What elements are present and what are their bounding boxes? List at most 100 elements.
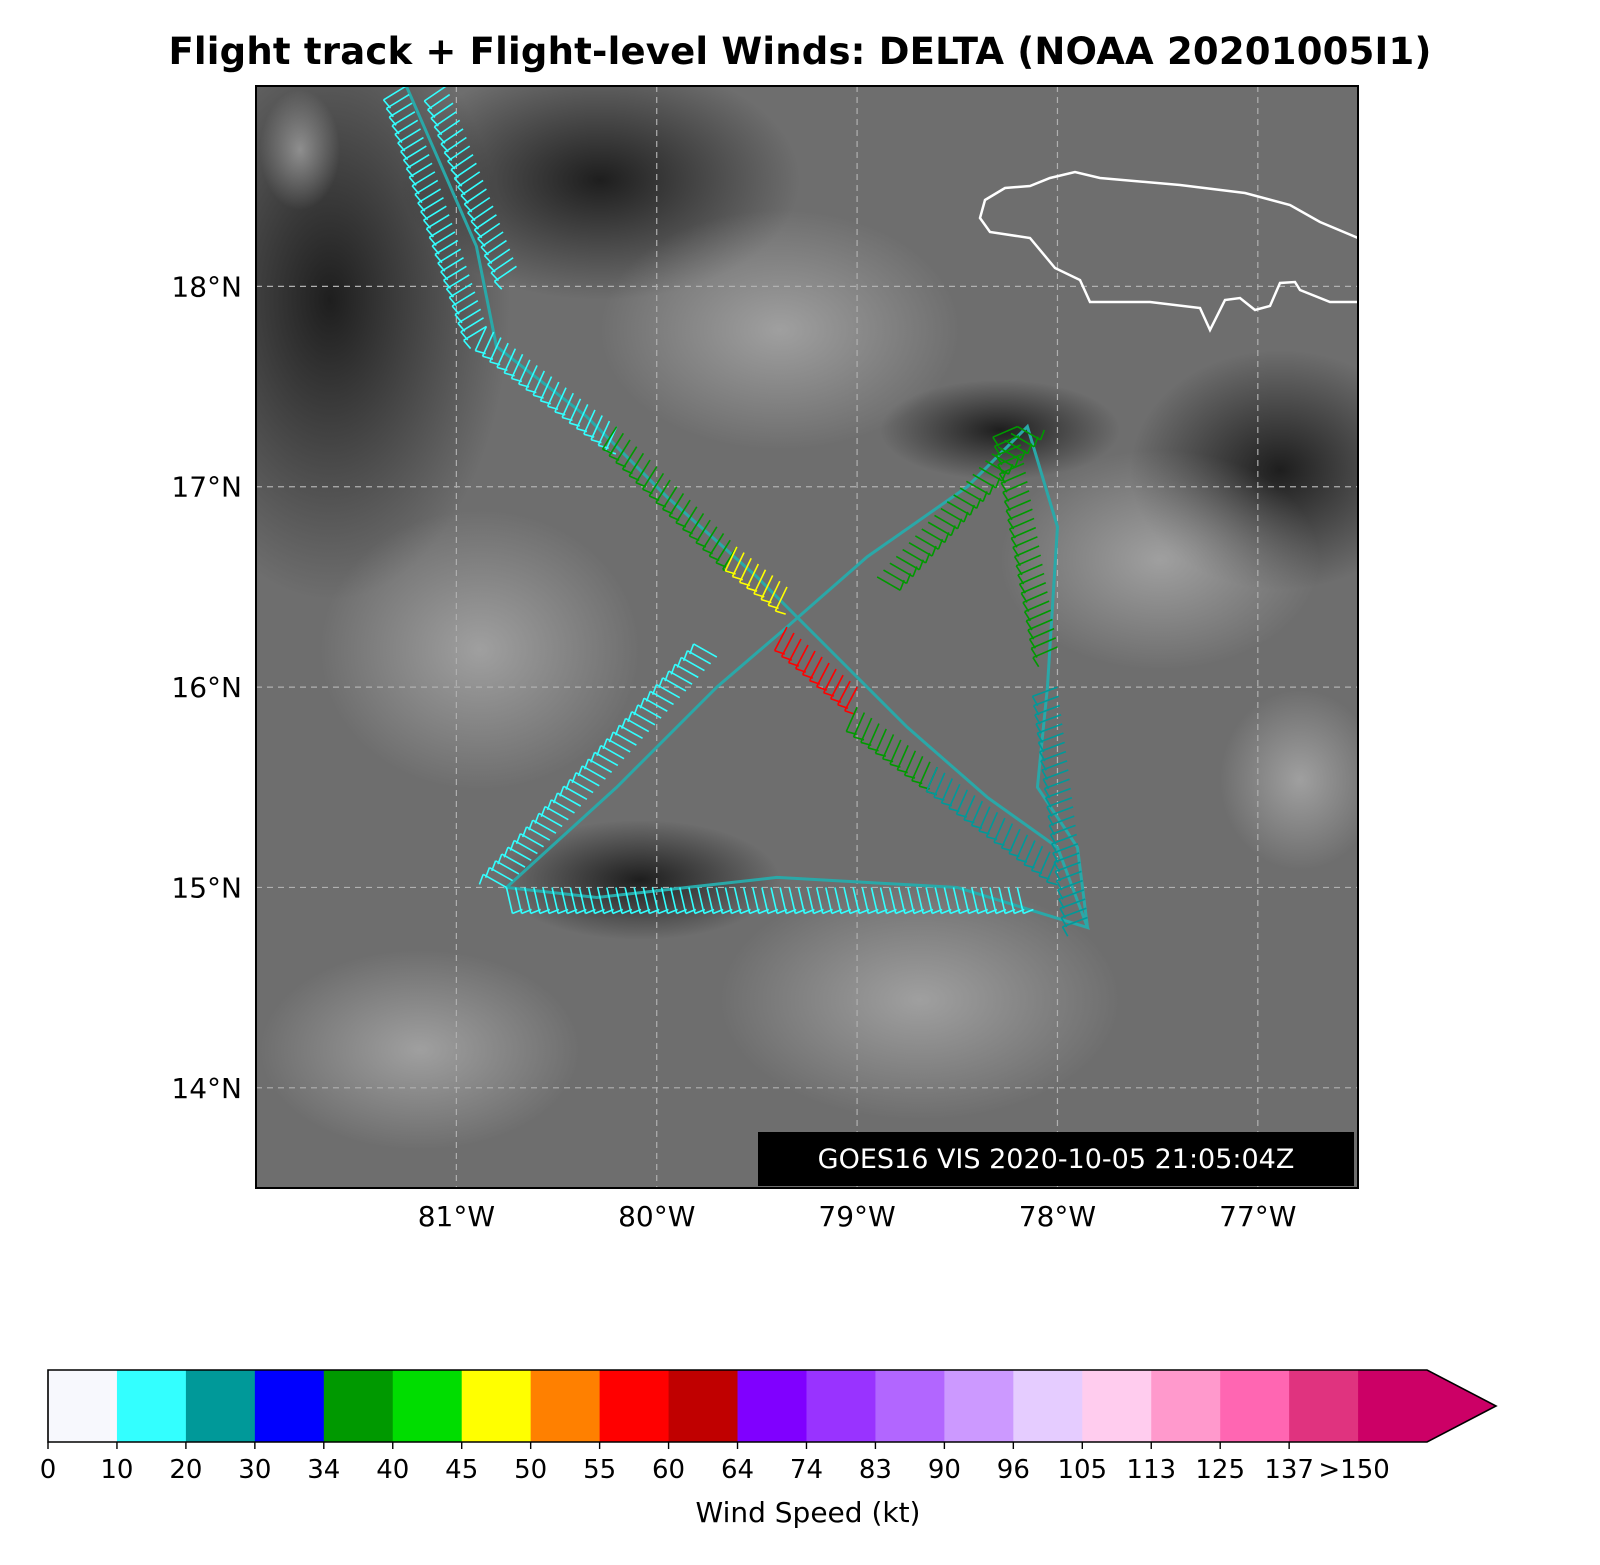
wind-barb <box>539 376 553 402</box>
lon-tick-label: 79°W <box>818 1200 895 1233</box>
wind-barb <box>943 887 952 914</box>
wind-barb <box>761 887 769 914</box>
wind-barb <box>651 887 660 914</box>
wind-barb <box>621 446 638 470</box>
wind-barb <box>825 887 833 914</box>
colorbar-tick-label: >150 <box>1318 1455 1389 1485</box>
wind-barb <box>1046 796 1073 808</box>
wind-barb <box>770 887 778 914</box>
wind-barb <box>568 398 582 424</box>
flight-track-wind-barbs <box>382 86 1090 937</box>
wind-barb <box>715 887 724 914</box>
wind-barb <box>594 751 619 767</box>
wind-barb <box>959 487 984 503</box>
wind-barb <box>1030 845 1044 871</box>
wind-barb <box>490 257 514 274</box>
wind-barb <box>532 819 557 834</box>
wind-barb <box>463 325 487 342</box>
wind-barb <box>446 274 470 290</box>
wind-barb <box>925 766 938 792</box>
wind-barb <box>470 205 494 222</box>
wind-barb <box>403 145 427 161</box>
wind-barb <box>510 353 524 379</box>
colorbar-tick-label: 45 <box>445 1455 478 1485</box>
wind-barb <box>477 222 501 240</box>
wind-barb <box>708 533 725 557</box>
wind-barb <box>1027 618 1053 631</box>
wind-barb <box>1019 572 1045 585</box>
wind-barb <box>1015 554 1042 567</box>
wind-barb <box>430 102 454 119</box>
wind-barb <box>724 546 738 572</box>
colorbar-tick-label: 55 <box>583 1455 616 1485</box>
wind-barb <box>1022 591 1048 604</box>
wind-barb <box>794 644 809 670</box>
lat-tick-label: 14°N <box>171 1072 242 1105</box>
image-timestamp-box: GOES16 VIS 2020-10-05 21:05:04Z <box>758 1132 1354 1186</box>
wind-barb <box>861 887 870 914</box>
wind-barb <box>1039 741 1065 753</box>
wind-barb <box>965 480 990 496</box>
wind-barb <box>447 145 471 162</box>
wind-barb <box>523 887 532 914</box>
wind-barb <box>1041 760 1068 771</box>
wind-barb <box>860 717 873 743</box>
wind-barb <box>440 257 464 273</box>
wind-barb <box>600 744 625 760</box>
wind-barb-leg <box>1031 686 1088 937</box>
colorbar-tick-label: 60 <box>652 1455 685 1485</box>
wind-barb <box>635 459 651 484</box>
wind-barb <box>575 404 589 429</box>
wind-barb <box>557 792 582 807</box>
chart-title: Flight track + Flight-level Winds: DELTA… <box>168 30 1432 73</box>
wind-barb <box>961 887 970 914</box>
wind-barb <box>940 507 965 523</box>
wind-barb <box>706 887 714 914</box>
wind-barb <box>505 887 514 914</box>
wind-barb <box>583 409 596 435</box>
wind-barb <box>385 93 410 110</box>
gridlines <box>256 86 1358 1188</box>
wind-barb <box>546 381 560 407</box>
wind-barb <box>773 626 788 651</box>
wind-barb <box>1047 806 1074 817</box>
colorbar-bin <box>944 1370 1014 1442</box>
wind-barb <box>679 887 687 914</box>
wind-barb <box>501 853 526 868</box>
wind-barb <box>883 569 908 585</box>
wind-barb <box>972 473 997 489</box>
colorbar-tick-label: 90 <box>928 1455 961 1485</box>
wind-barb <box>1009 517 1035 530</box>
wind-barb <box>1052 843 1079 854</box>
wind-barb <box>414 179 439 196</box>
wind-barb-flag <box>1046 881 1058 886</box>
colorbar-bin <box>461 1370 532 1442</box>
colorbar-extension <box>1358 1370 1496 1442</box>
lat-tick-label: 18°N <box>171 270 242 303</box>
wind-barb <box>489 337 502 363</box>
wind-barb <box>408 162 433 178</box>
wind-barb <box>383 86 407 101</box>
wind-barb <box>460 179 484 197</box>
wind-barb <box>780 632 795 658</box>
wind-barb <box>561 392 574 418</box>
wind-barb <box>496 342 509 368</box>
wind-barb <box>443 265 467 281</box>
colorbar-bin <box>1289 1370 1359 1442</box>
wind-barb <box>482 873 507 889</box>
wind-barb <box>633 887 641 914</box>
wind-barb <box>628 452 645 477</box>
wind-barb <box>995 444 1022 457</box>
wind-barb <box>437 119 461 137</box>
wind-barb <box>550 799 575 814</box>
wind-barb <box>588 758 613 773</box>
wind-barb <box>978 806 991 832</box>
wind-barb <box>538 812 563 828</box>
wind-barb <box>397 128 422 144</box>
wind-barb <box>903 750 917 776</box>
wind-barb-flag <box>493 280 503 290</box>
wind-barb-leg <box>505 887 1034 915</box>
wind-barb-flag <box>478 874 484 885</box>
wind-barb <box>637 704 662 719</box>
colorbar-tick-label: 10 <box>100 1455 133 1485</box>
